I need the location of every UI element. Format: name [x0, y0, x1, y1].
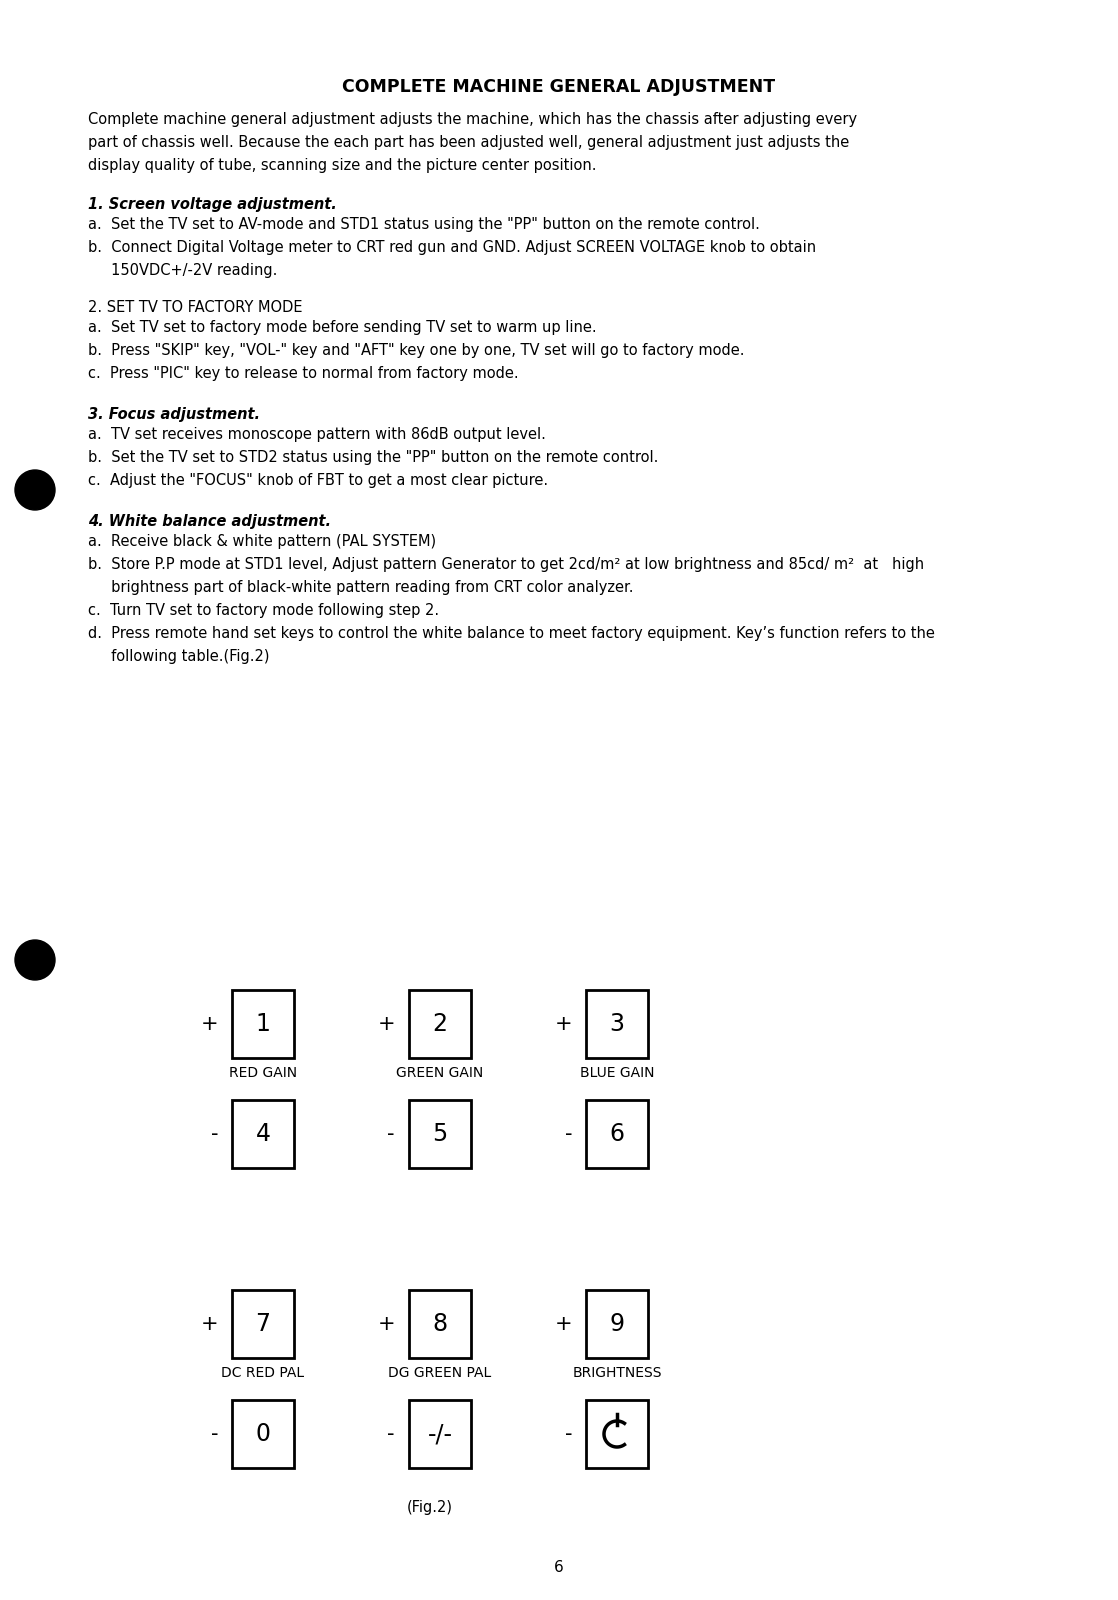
Text: +: + [378, 1314, 395, 1334]
Text: b.  Connect Digital Voltage meter to CRT red gun and GND. Adjust SCREEN VOLTAGE : b. Connect Digital Voltage meter to CRT … [88, 240, 816, 254]
Text: 150VDC+/-2V reading.: 150VDC+/-2V reading. [88, 262, 277, 278]
Text: +: + [200, 1314, 218, 1334]
FancyBboxPatch shape [409, 1290, 471, 1358]
Text: b.  Press "SKIP" key, "VOL-" key and "AFT" key one by one, TV set will go to fac: b. Press "SKIP" key, "VOL-" key and "AFT… [88, 342, 745, 358]
FancyBboxPatch shape [233, 990, 294, 1058]
Text: +: + [378, 1014, 395, 1034]
Text: part of chassis well. Because the each part has been adjusted well, general adju: part of chassis well. Because the each p… [88, 134, 850, 150]
FancyBboxPatch shape [233, 1290, 294, 1358]
FancyBboxPatch shape [586, 990, 648, 1058]
Text: COMPLETE MACHINE GENERAL ADJUSTMENT: COMPLETE MACHINE GENERAL ADJUSTMENT [342, 78, 776, 96]
Text: Complete machine general adjustment adjusts the machine, which has the chassis a: Complete machine general adjustment adju… [88, 112, 858, 126]
Text: 0: 0 [256, 1422, 271, 1446]
Text: 4: 4 [256, 1122, 271, 1146]
Text: +: + [555, 1314, 572, 1334]
Circle shape [15, 470, 55, 510]
FancyBboxPatch shape [409, 990, 471, 1058]
Text: -: - [388, 1123, 395, 1144]
Text: 9: 9 [609, 1312, 625, 1336]
Text: 3. Focus adjustment.: 3. Focus adjustment. [88, 406, 260, 422]
Text: display quality of tube, scanning size and the picture center position.: display quality of tube, scanning size a… [88, 158, 597, 173]
Text: DG GREEN PAL: DG GREEN PAL [388, 1366, 492, 1379]
Text: 2. SET TV TO FACTORY MODE: 2. SET TV TO FACTORY MODE [88, 301, 303, 315]
FancyBboxPatch shape [586, 1290, 648, 1358]
Text: DC RED PAL: DC RED PAL [221, 1366, 304, 1379]
Text: following table.(Fig.2): following table.(Fig.2) [88, 650, 269, 664]
Text: c.  Adjust the "FOCUS" knob of FBT to get a most clear picture.: c. Adjust the "FOCUS" knob of FBT to get… [88, 474, 548, 488]
Text: c.  Turn TV set to factory mode following step 2.: c. Turn TV set to factory mode following… [88, 603, 439, 618]
Text: -: - [210, 1424, 218, 1443]
Text: a.  Set the TV set to AV-mode and STD1 status using the "PP" button on the remot: a. Set the TV set to AV-mode and STD1 st… [88, 218, 760, 232]
Text: a.  TV set receives monoscope pattern with 86dB output level.: a. TV set receives monoscope pattern wit… [88, 427, 546, 442]
Text: -: - [565, 1424, 572, 1443]
FancyBboxPatch shape [233, 1101, 294, 1168]
Text: (Fig.2): (Fig.2) [407, 1501, 453, 1515]
Text: 1: 1 [256, 1013, 271, 1037]
FancyBboxPatch shape [409, 1101, 471, 1168]
Text: 7: 7 [256, 1312, 271, 1336]
FancyBboxPatch shape [586, 1101, 648, 1168]
Text: a.  Receive black & white pattern (PAL SYSTEM): a. Receive black & white pattern (PAL SY… [88, 534, 436, 549]
Text: RED GAIN: RED GAIN [229, 1066, 297, 1080]
Text: 3: 3 [609, 1013, 625, 1037]
Text: 2: 2 [433, 1013, 447, 1037]
Text: GREEN GAIN: GREEN GAIN [397, 1066, 484, 1080]
FancyBboxPatch shape [409, 1400, 471, 1469]
FancyBboxPatch shape [233, 1400, 294, 1469]
Text: brightness part of black-white pattern reading from CRT color analyzer.: brightness part of black-white pattern r… [88, 579, 634, 595]
Text: 8: 8 [433, 1312, 447, 1336]
Circle shape [15, 939, 55, 979]
Text: BRIGHTNESS: BRIGHTNESS [572, 1366, 662, 1379]
Text: 5: 5 [433, 1122, 447, 1146]
Text: 1. Screen voltage adjustment.: 1. Screen voltage adjustment. [88, 197, 337, 211]
Text: BLUE GAIN: BLUE GAIN [580, 1066, 654, 1080]
Text: b.  Store P.P mode at STD1 level, Adjust pattern Generator to get 2cd/m² at low : b. Store P.P mode at STD1 level, Adjust … [88, 557, 925, 573]
Text: 4. White balance adjustment.: 4. White balance adjustment. [88, 514, 331, 530]
Text: -: - [388, 1424, 395, 1443]
Text: b.  Set the TV set to STD2 status using the "PP" button on the remote control.: b. Set the TV set to STD2 status using t… [88, 450, 659, 466]
Text: c.  Press "PIC" key to release to normal from factory mode.: c. Press "PIC" key to release to normal … [88, 366, 519, 381]
Text: +: + [200, 1014, 218, 1034]
Text: d.  Press remote hand set keys to control the white balance to meet factory equi: d. Press remote hand set keys to control… [88, 626, 935, 642]
Text: +: + [555, 1014, 572, 1034]
FancyBboxPatch shape [586, 1400, 648, 1469]
Text: 6: 6 [555, 1560, 563, 1574]
Text: -/-: -/- [427, 1422, 453, 1446]
Text: a.  Set TV set to factory mode before sending TV set to warm up line.: a. Set TV set to factory mode before sen… [88, 320, 597, 334]
Text: -: - [565, 1123, 572, 1144]
Text: 6: 6 [609, 1122, 625, 1146]
Text: -: - [210, 1123, 218, 1144]
